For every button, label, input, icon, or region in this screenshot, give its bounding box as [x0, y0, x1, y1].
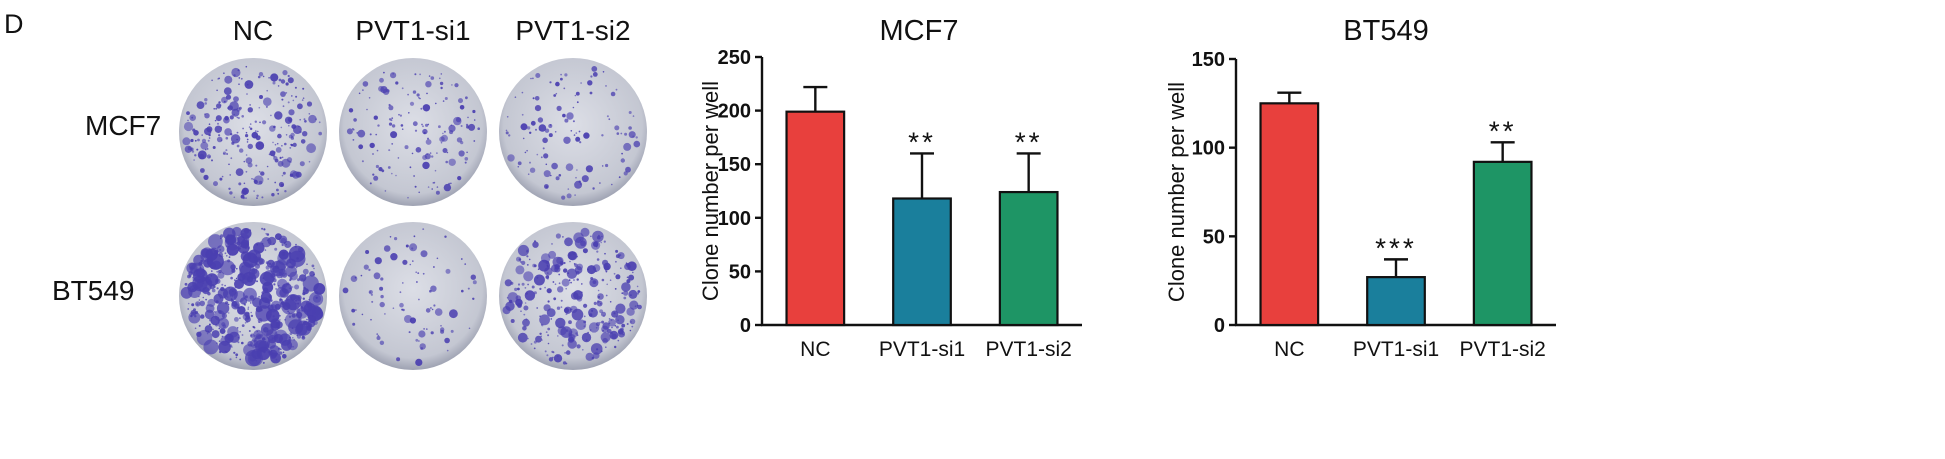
chart-mcf7: MCF7 Clone number per well 0 50 100 150 200 250…	[698, 15, 1082, 361]
significance-label: **	[1489, 115, 1517, 146]
y-tick-label: 100	[1192, 138, 1225, 160]
colony-plate-image	[339, 222, 487, 370]
x-tick-label: NC	[1274, 338, 1304, 361]
significance-label: **	[908, 126, 936, 157]
chart-title: BT549	[1343, 15, 1428, 47]
chart-title: MCF7	[880, 15, 959, 47]
y-tick-label: 150	[718, 154, 751, 176]
colony-plate-image	[179, 222, 327, 370]
colony-plate-image	[499, 58, 647, 206]
y-tick-label: 0	[740, 315, 751, 337]
x-tick-label: PVT1-si2	[1459, 338, 1545, 361]
bar	[892, 197, 952, 327]
colony-plate-image	[499, 222, 647, 370]
bar	[785, 110, 846, 327]
colony-plate-image	[339, 58, 487, 206]
x-tick-label: PVT1-si1	[879, 338, 965, 361]
y-tick-label: 200	[718, 101, 751, 123]
y-tick-label: 50	[1203, 226, 1225, 248]
y-tick-label: 150	[1192, 49, 1225, 71]
bar	[1472, 160, 1533, 327]
bar	[1259, 102, 1320, 327]
colony-image-grid: NC PVT1-si1 PVT1-si2 MCF7 BT549	[52, 15, 647, 370]
y-axis-label: Clone number per well	[1164, 82, 1189, 302]
colony-column-label: PVT1-si1	[355, 15, 470, 46]
significance-label: **	[1015, 126, 1043, 157]
y-tick-label: 0	[1214, 315, 1225, 337]
y-axis-label: Clone number per well	[698, 81, 723, 301]
x-tick-label: NC	[800, 338, 830, 361]
y-tick-label: 100	[718, 208, 751, 230]
bar	[998, 190, 1059, 327]
x-tick-label: PVT1-si2	[985, 338, 1071, 361]
x-tick-label: PVT1-si1	[1353, 338, 1439, 361]
panel-label: D	[4, 9, 24, 39]
colony-column-label: PVT1-si2	[515, 15, 630, 46]
significance-label: ***	[1375, 232, 1417, 263]
colony-row-label: BT549	[52, 275, 135, 306]
bar	[1366, 276, 1426, 327]
colony-plate-image	[179, 58, 327, 206]
y-tick-label: 250	[718, 47, 751, 69]
colony-column-label: NC	[233, 15, 273, 46]
y-tick-label: 50	[729, 261, 751, 283]
colony-row-label: MCF7	[85, 110, 161, 141]
